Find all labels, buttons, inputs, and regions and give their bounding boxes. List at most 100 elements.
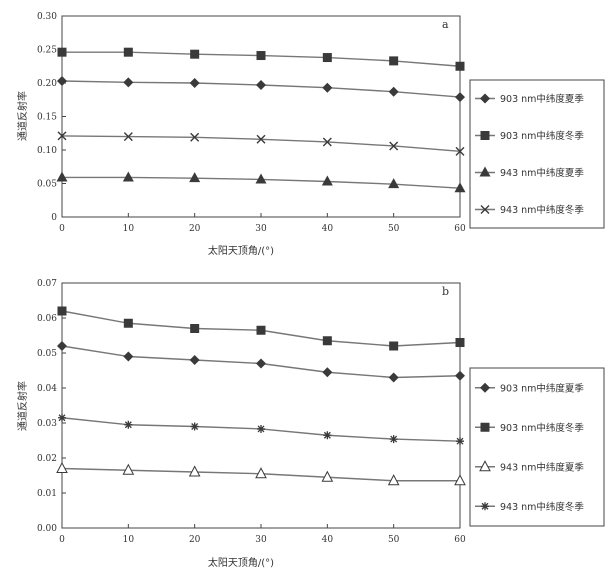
legend-box: [469, 367, 605, 527]
x-tick-label: 30: [255, 224, 267, 234]
legend-marker: [480, 131, 490, 140]
data-point: [256, 134, 266, 144]
data-point: [56, 461, 68, 473]
y-tick-label: 0.02: [37, 454, 57, 464]
legend-box: [469, 79, 605, 229]
legend: 903 nm中纬度夏季 903 nm中纬度冬季 943 nm中纬度夏季 943 nm中…: [469, 367, 605, 527]
data-point: [57, 75, 67, 86]
data-point: [322, 53, 332, 63]
legend-item: 943 nm中纬度冬季: [475, 501, 584, 513]
data-point: [255, 467, 267, 479]
data-point: [389, 56, 399, 66]
data-point: [189, 78, 200, 88]
data-point: [188, 465, 201, 477]
legend-marker: [480, 382, 490, 393]
legend-item: 943 nm中纬度夏季: [475, 460, 584, 473]
series-3: [56, 171, 466, 193]
legend-label: 903 nm中纬度冬季: [500, 130, 584, 142]
legend-label: 943 nm中纬度夏季: [500, 167, 584, 179]
data-point: [123, 47, 133, 57]
data-point: [256, 80, 266, 91]
data-point: [123, 351, 134, 362]
x-tick-label: 0: [59, 535, 65, 545]
x-tick-label: 10: [123, 535, 135, 545]
series-4: [57, 131, 465, 156]
data-point: [455, 146, 465, 156]
data-point: [455, 92, 465, 103]
y-tick-label: 0: [51, 213, 57, 223]
data-point: [257, 424, 265, 433]
data-point: [190, 132, 200, 142]
legend-item: 903 nm中纬度夏季: [475, 382, 584, 394]
y-tick-label: 0.15: [37, 113, 57, 123]
legend-marker: [480, 422, 490, 432]
x-tick-label: 20: [189, 535, 201, 545]
series-3: [56, 461, 466, 486]
data-point: [124, 420, 133, 429]
legend-item: 903 nm中纬度冬季: [475, 130, 584, 142]
legend-item: 903 nm中纬度夏季: [475, 93, 584, 105]
data-point: [190, 422, 199, 431]
data-point: [455, 370, 465, 381]
x-tick-label: 50: [388, 224, 400, 234]
y-tick-label: 0.01: [37, 489, 57, 499]
y-tick-label: 0.06: [37, 314, 57, 324]
data-point: [123, 318, 133, 328]
data-point: [190, 324, 200, 333]
y-tick-label: 0.25: [37, 46, 57, 56]
chart-panel-b: b 0.00 0.01 0.02 0.03 0.04 0.05 0.06 0.07 0 10 20 30…: [16, 279, 605, 569]
legend-item: 943 nm中纬度冬季: [475, 204, 584, 216]
data-point: [256, 358, 266, 369]
data-point: [322, 367, 333, 378]
x-axis-title: 太阳天顶角/(°): [208, 556, 274, 569]
panel-label: b: [442, 285, 449, 298]
data-point: [454, 182, 466, 193]
series-2: [57, 47, 465, 71]
y-tick-label: 0.30: [37, 12, 57, 22]
data-point: [389, 141, 399, 151]
legend-marker: [480, 205, 490, 214]
legend-label: 903 nm中纬度夏季: [500, 382, 584, 394]
data-point: [189, 172, 201, 183]
y-tick-label: 0.05: [37, 349, 57, 359]
y-axis-title: 通道反射率: [16, 91, 29, 141]
series-4: [58, 413, 464, 446]
x-tick-label: 40: [322, 535, 334, 545]
y-axis-title: 通道反射率: [16, 381, 29, 431]
data-point: [389, 435, 398, 444]
x-tick-label: 0: [59, 224, 65, 234]
legend-label: 943 nm中纬度冬季: [500, 204, 584, 216]
x-tick-label: 40: [322, 224, 334, 234]
y-tick-label: 0.10: [37, 146, 57, 156]
data-point: [57, 47, 67, 57]
data-point: [122, 171, 134, 182]
legend-label: 943 nm中纬度夏季: [500, 461, 584, 473]
data-point: [455, 61, 465, 71]
series-1: [57, 75, 465, 103]
x-tick-label: 10: [123, 224, 135, 234]
y-tick-label: 0.00: [37, 524, 57, 534]
legend-label: 903 nm中纬度夏季: [500, 93, 584, 105]
data-point: [57, 131, 67, 141]
data-point: [57, 341, 67, 351]
data-point: [122, 463, 135, 475]
y-tick-label: 0.20: [37, 79, 57, 89]
data-point: [388, 86, 399, 97]
data-point: [388, 178, 400, 189]
data-point: [389, 341, 399, 351]
x-axis-title: 太阳天顶角/(°): [208, 244, 274, 257]
series-line: [61, 135, 461, 153]
legend-marker: [481, 502, 489, 511]
y-tick-label: 0.03: [37, 419, 57, 429]
data-point: [322, 82, 333, 93]
chart-panel-a: a 0 0.05 0.10 0.15 0.20 0.25 0.30 0 10 20 30 40 50 60 太…: [16, 12, 605, 257]
legend-marker: [479, 166, 491, 177]
data-point: [454, 474, 466, 486]
data-point: [56, 171, 68, 182]
legend: 903 nm中纬度夏季 903 nm中纬度冬季 943 nm中纬度夏季 943 nm中…: [469, 79, 605, 229]
data-point: [256, 325, 266, 335]
legend-marker: [479, 460, 491, 472]
y-tick-label: 0.07: [37, 279, 57, 289]
data-point: [123, 77, 134, 88]
legend-marker: [480, 93, 490, 104]
